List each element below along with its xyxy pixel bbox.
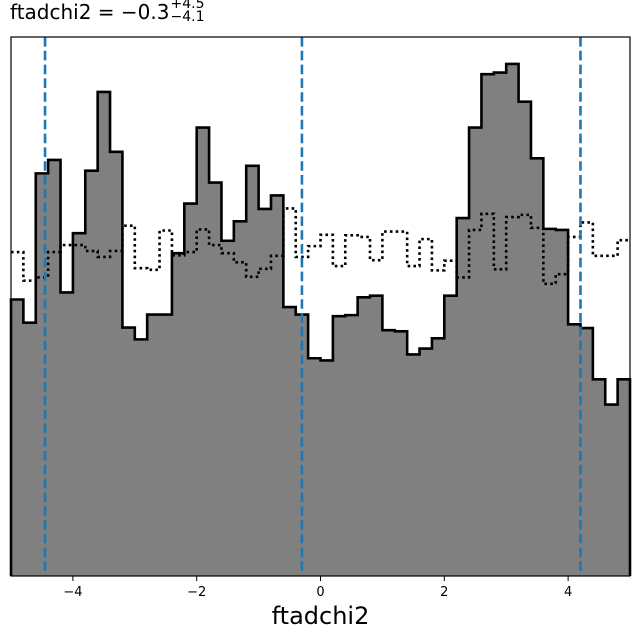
x-axis-label: ftadchi2: [272, 602, 370, 630]
plot-area: −4 −2 0 2 4 ftadchi2: [9, 36, 632, 630]
histogram-fill-0: [11, 63, 630, 576]
x-tick-label: −2: [187, 585, 206, 600]
x-tick-label: 0: [316, 585, 324, 600]
chart-title: ftadchi2 = −0.3 +4.5 −4.1: [10, 0, 204, 27]
histogram-dotted-1: [11, 207, 630, 286]
title-main: ftadchi2 = −0.3: [10, 0, 170, 24]
x-tick-label: 4: [564, 585, 572, 600]
title-scripts: +4.5 −4.1: [170, 0, 204, 24]
histogram-outline-0: [9, 62, 632, 576]
x-tick-label: 2: [440, 585, 448, 600]
title-subscript: −4.1: [170, 8, 205, 25]
title-superscript: +4.5: [170, 0, 205, 12]
x-tick-label: −4: [63, 585, 82, 600]
